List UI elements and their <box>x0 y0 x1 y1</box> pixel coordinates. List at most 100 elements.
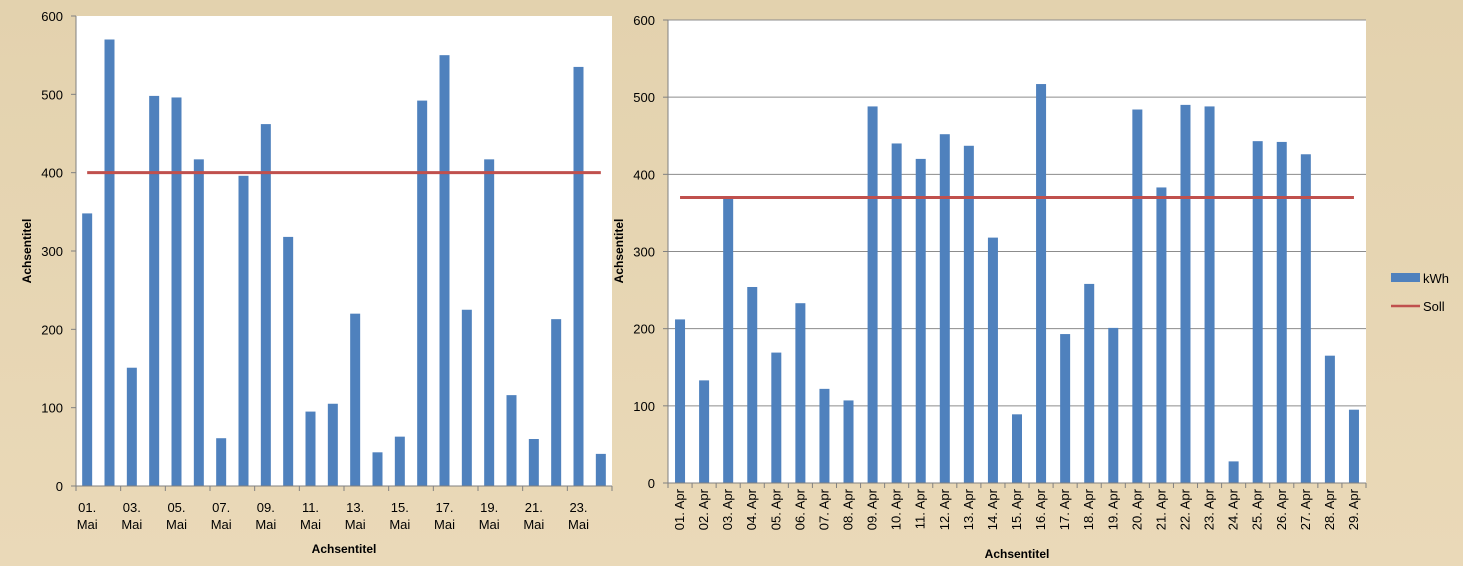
bar-may <box>372 452 383 486</box>
x-tick-label-april: 05. Apr <box>768 488 783 530</box>
bar-april <box>699 380 710 483</box>
bar-may <box>171 97 182 486</box>
bar-april <box>1252 141 1263 483</box>
bar-april <box>1204 106 1215 483</box>
bar-april <box>675 319 686 483</box>
bar-may <box>350 313 361 486</box>
bar-april <box>1276 141 1287 483</box>
bar-april <box>939 134 950 483</box>
bar-may <box>305 411 316 486</box>
bar-april <box>1228 461 1239 483</box>
x-axis-ticks-may: 01. Mai 03. Mai 05. Mai 07. Mai 09. Mai 11. Mai 13. M… <box>75 486 613 532</box>
bar-april <box>819 388 830 483</box>
y-tick-label-april: 200 <box>633 322 655 337</box>
x-tick-label-may: 03. Mai <box>121 500 142 532</box>
bar-april <box>963 145 974 483</box>
x-tick-label-april: 07. Apr <box>816 488 831 530</box>
x-tick-label-april: 27. Apr <box>1298 488 1313 530</box>
x-tick-label-april: 17. Apr <box>1057 488 1072 530</box>
bar-may <box>417 100 428 486</box>
bar-april <box>867 106 878 483</box>
x-tick-label-april: 01. Apr <box>672 488 687 530</box>
y-tick-label-april: 500 <box>633 90 655 105</box>
bar-may <box>461 309 472 486</box>
y-tick-label-may: 400 <box>41 166 63 181</box>
x-tick-label-may: 15. Mai <box>389 500 410 532</box>
bar-may <box>260 124 271 486</box>
x-tick-label-may: 09. Mai <box>255 500 276 532</box>
y-tick-label-april: 300 <box>633 245 655 260</box>
bar-may <box>595 453 606 486</box>
x-tick-label-april: 08. Apr <box>841 488 856 530</box>
x-tick-label-april: 25. Apr <box>1250 488 1265 530</box>
x-tick-label-may: 01. Mai <box>77 500 98 532</box>
bar-april <box>1036 84 1047 483</box>
y-tick-label-may: 200 <box>41 322 63 337</box>
y-axis-ticks-may: 0 100 200 300 400 500 600 <box>41 9 76 494</box>
x-tick-label-april: 24. Apr <box>1226 488 1241 530</box>
bar-may <box>216 438 227 486</box>
y-tick-label-april: 100 <box>633 399 655 414</box>
legend-label-kwh: kWh <box>1423 271 1449 286</box>
x-axis-ticks-april: 01. Apr 02. Apr 03. Apr 04. Apr 05. Apr 06. A… <box>667 483 1367 530</box>
bars-may <box>82 39 606 487</box>
y-tick-label-may: 500 <box>41 87 63 102</box>
bar-may <box>193 159 204 486</box>
bar-april <box>723 197 734 483</box>
bar-april <box>1324 355 1335 483</box>
x-tick-label-april: 03. Apr <box>720 488 735 530</box>
x-tick-label-may: 21. Mai <box>523 500 544 532</box>
bar-april <box>987 237 998 483</box>
x-tick-label-april: 10. Apr <box>889 488 904 530</box>
y-tick-label-april: 600 <box>633 13 655 28</box>
bar-may <box>126 367 137 486</box>
bar-april <box>1084 283 1095 483</box>
x-tick-label-april: 14. Apr <box>985 488 1000 530</box>
bar-april <box>915 158 926 483</box>
bar-may <box>551 319 562 486</box>
x-tick-label-april: 02. Apr <box>696 488 711 530</box>
x-tick-label-april: 15. Apr <box>1009 488 1024 530</box>
chart-april: 0 100 200 300 400 500 600 01. Apr 02. Apr 03. Ap… <box>612 13 1449 561</box>
x-tick-label-may: 07. Mai <box>211 500 232 532</box>
y-tick-label-april: 400 <box>633 167 655 182</box>
x-tick-label-april: 21. Apr <box>1153 488 1168 530</box>
y-tick-label-may: 100 <box>41 401 63 416</box>
legend-label-soll: Soll <box>1423 299 1445 314</box>
bar-may <box>506 395 517 486</box>
bar-may <box>149 95 160 487</box>
x-tick-label-may: 19. Mai <box>479 500 500 532</box>
x-tick-label-april: 23. Apr <box>1202 488 1217 530</box>
bar-april <box>1132 109 1143 483</box>
x-tick-label-april: 26. Apr <box>1274 488 1289 530</box>
bar-may <box>104 39 115 486</box>
x-tick-label-may: 11. Mai <box>300 500 321 532</box>
x-tick-label-may: 13. Mai <box>345 500 366 532</box>
bars-april <box>675 84 1359 483</box>
bar-may <box>283 236 294 486</box>
x-axis-title-may: Achsentitel <box>312 542 377 556</box>
x-tick-label-april: 12. Apr <box>937 488 952 530</box>
legend-april: kWh Soll <box>1391 271 1449 314</box>
y-tick-label-may: 0 <box>56 479 63 494</box>
plot-area-may <box>76 16 612 486</box>
x-tick-label-may: 17. Mai <box>434 500 455 532</box>
bar-april <box>843 400 854 483</box>
bar-april <box>1012 414 1022 483</box>
bar-april <box>771 352 782 483</box>
bar-april <box>1060 334 1071 483</box>
x-axis-title-april: Achsentitel <box>985 547 1050 561</box>
bar-april <box>747 286 758 483</box>
bar-april <box>1348 409 1359 483</box>
bar-april <box>795 303 806 483</box>
x-tick-label-april: 19. Apr <box>1105 488 1120 530</box>
bar-april <box>1180 104 1191 483</box>
x-tick-label-may: 23. Mai <box>568 500 589 532</box>
chart-may: 0 100 200 300 400 500 600 01. Mai 03. Mai 05. Mai 07… <box>20 9 613 556</box>
bar-may <box>327 403 338 486</box>
y-axis-ticks-april: 0 100 200 300 400 500 600 <box>633 13 668 491</box>
bar-april <box>1156 187 1167 483</box>
y-tick-label-may: 600 <box>41 9 63 24</box>
bar-may <box>573 66 584 487</box>
